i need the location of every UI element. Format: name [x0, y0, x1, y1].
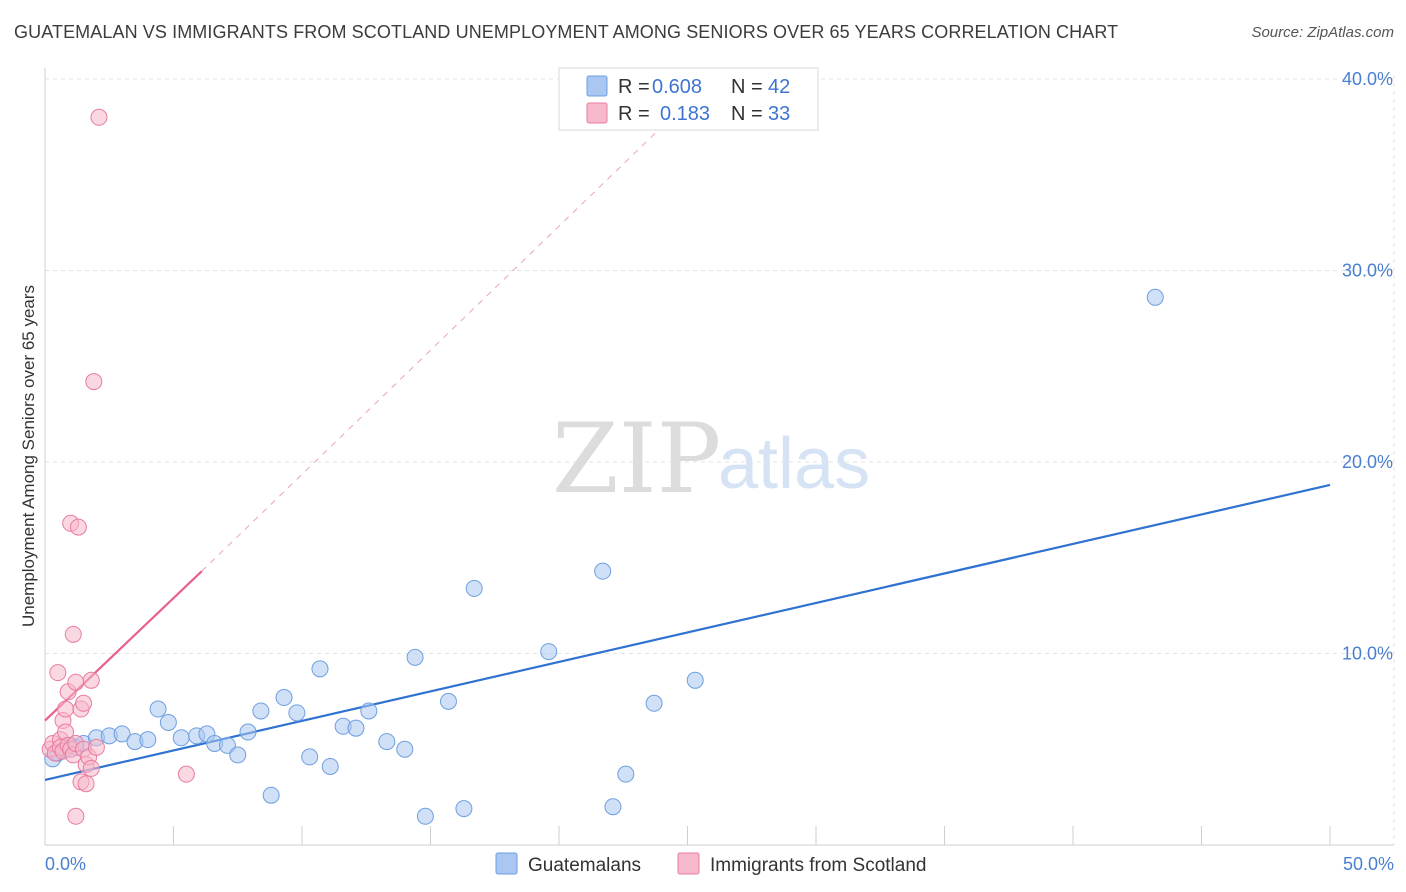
point-scotland [77, 775, 95, 793]
axes [44, 68, 1394, 846]
point-guatemalans [455, 800, 473, 818]
legend-r-label: R = [618, 103, 650, 125]
legend-row-scotland: R = 0.183 N = 33 [586, 102, 790, 125]
legend-swatch-pink [586, 102, 608, 124]
tick-labels: 10.0% 20.0% 30.0% 40.0% 0.0% 50.0% [45, 69, 1394, 874]
point-guatemalans [465, 579, 483, 597]
x-tick-label: 50.0% [1343, 854, 1394, 874]
point-guatemalans [360, 702, 378, 720]
watermark-zip: ZIP [552, 403, 721, 515]
legend-swatch-scotland [677, 852, 700, 875]
point-guatemalans [311, 660, 329, 678]
y-tick-label: 10.0% [1342, 644, 1393, 664]
watermark: ZIP atlas [552, 403, 870, 515]
point-scotland [69, 518, 87, 536]
point-scotland [177, 765, 195, 783]
point-guatemalans [159, 713, 177, 731]
chart-title: GUATEMALAN VS IMMIGRANTS FROM SCOTLAND U… [14, 22, 1119, 42]
legend-n-label: N = [731, 76, 763, 98]
point-guatemalans [139, 731, 157, 749]
point-scotland [64, 625, 82, 643]
point-guatemalans [540, 643, 558, 661]
legend-swatch-blue [586, 75, 608, 97]
x-tick-label: 0.0% [45, 854, 86, 874]
point-scotland [67, 673, 85, 691]
point-guatemalans [378, 733, 396, 751]
legend-r-value: 0.608 [652, 76, 702, 98]
point-guatemalans [229, 746, 247, 764]
point-guatemalans [288, 704, 306, 722]
point-scotland [57, 700, 75, 718]
legend-label-scotland: Immigrants from Scotland [710, 855, 926, 876]
point-scotland [82, 671, 100, 689]
y-tick-label: 20.0% [1342, 452, 1393, 472]
point-guatemalans [416, 807, 434, 825]
point-guatemalans [149, 700, 167, 718]
legend-row-guatemalans: R = 0.608 N = 42 [586, 75, 790, 98]
y-tick-label: 40.0% [1342, 69, 1393, 89]
legend-r-value: 0.183 [660, 103, 710, 125]
point-guatemalans [321, 757, 339, 775]
legend-label-guatemalans: Guatemalans [528, 855, 641, 876]
point-guatemalans [262, 786, 280, 804]
point-guatemalans [686, 671, 704, 689]
point-guatemalans [617, 765, 635, 783]
point-guatemalans [172, 729, 190, 747]
source-label: Source: ZipAtlas.com [1251, 24, 1394, 41]
watermark-atlas: atlas [718, 424, 870, 504]
scatter-points [41, 108, 1164, 825]
legend-n-value: 42 [768, 76, 790, 98]
point-guatemalans [347, 719, 365, 737]
point-guatemalans [406, 648, 424, 666]
point-scotland [49, 664, 67, 682]
point-guatemalans [439, 692, 457, 710]
legend-swatch-guatemalans [495, 852, 518, 875]
point-guatemalans [275, 689, 293, 707]
legend-n-value: 33 [768, 103, 790, 125]
point-scotland [82, 759, 100, 777]
point-guatemalans [113, 725, 131, 743]
series-legend: Guatemalans Immigrants from Scotland [495, 852, 926, 876]
point-guatemalans [604, 798, 622, 816]
point-guatemalans [594, 562, 612, 580]
point-guatemalans [301, 748, 319, 766]
point-scotland [87, 738, 105, 756]
point-guatemalans [252, 702, 270, 720]
correlation-legend: R = 0.608 N = 42 R = 0.183 N = 33 [558, 67, 819, 131]
y-axis-title: Unemployment Among Seniors over 65 years [19, 285, 38, 627]
point-scotland [75, 694, 93, 712]
legend-n-label: N = [731, 103, 763, 125]
point-scotland [90, 108, 108, 126]
point-scotland [67, 807, 85, 825]
point-guatemalans [239, 723, 257, 741]
point-scotland [85, 373, 103, 391]
point-guatemalans [396, 740, 414, 758]
legend-r-label: R = [618, 76, 650, 98]
trend-line-guatemalans [44, 483, 1331, 781]
point-guatemalans [1146, 288, 1164, 306]
point-guatemalans [645, 694, 663, 712]
trend-line-scotland [201, 126, 663, 572]
y-tick-label: 30.0% [1342, 261, 1393, 281]
